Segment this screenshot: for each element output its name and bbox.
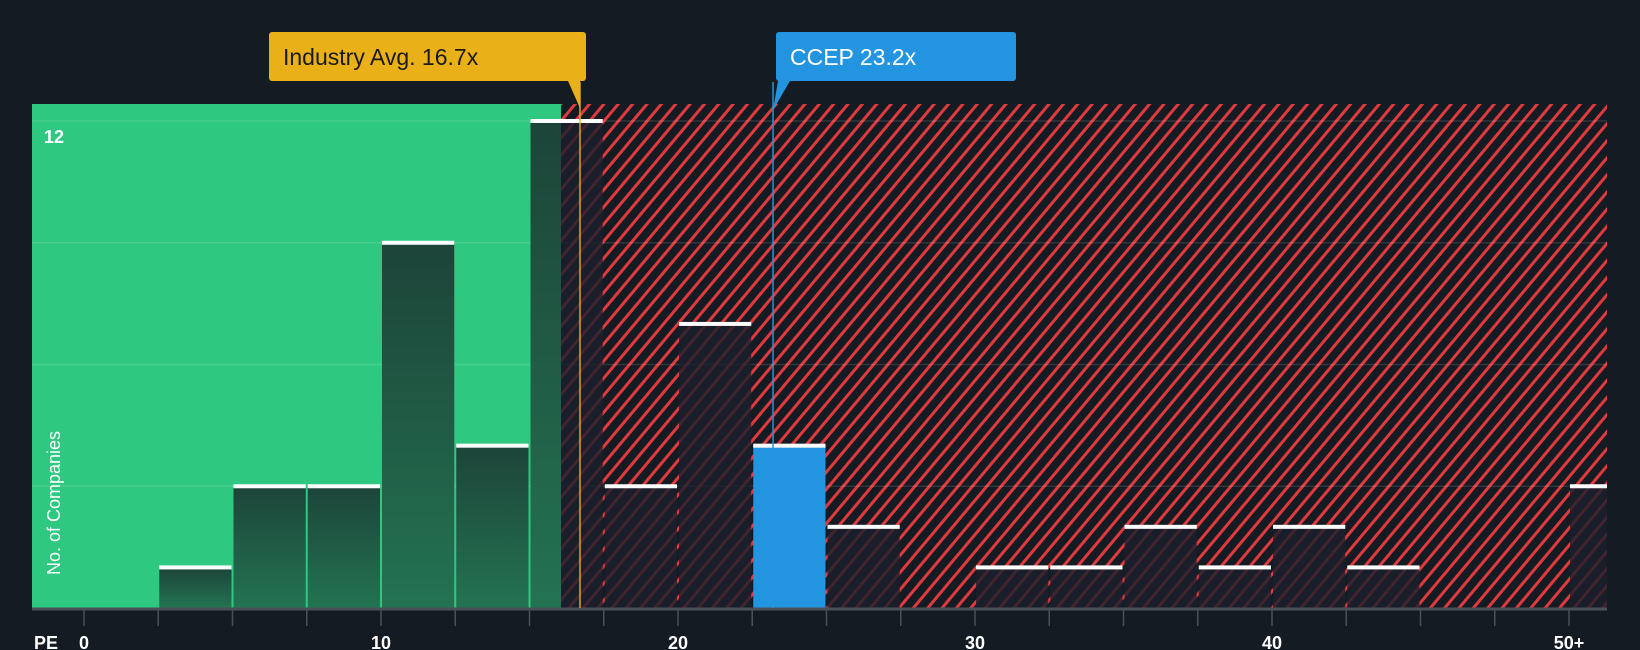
bar-cap: [1347, 565, 1420, 570]
bar: [1273, 526, 1346, 608]
bar-cap: [679, 321, 752, 326]
bar: [560, 121, 603, 608]
bar-cap: [456, 443, 529, 448]
bar: [1198, 567, 1271, 608]
y-axis-label: No. of Companies: [44, 431, 64, 575]
bar-cap: [159, 565, 232, 570]
bar: [159, 567, 232, 608]
bar: [976, 567, 1049, 608]
bar-cap: [753, 443, 826, 448]
bar: [382, 242, 455, 608]
bar: [604, 486, 677, 608]
y-tick-12: 12: [44, 127, 64, 147]
bar-cap: [530, 119, 603, 123]
bar-cap: [1124, 524, 1197, 529]
bar: [233, 486, 306, 608]
bar: [1124, 526, 1197, 608]
industry-average-label: Industry Avg. 16.7x: [283, 44, 479, 70]
x-tick-label: 50+: [1554, 633, 1585, 650]
bar-cap: [1050, 565, 1123, 570]
bar-cap: [382, 240, 455, 245]
bar: [456, 445, 529, 608]
annotation-box: [269, 32, 586, 81]
bar-cap: [233, 484, 306, 489]
bar: [530, 121, 561, 608]
bar-cap: [604, 484, 677, 489]
bar: [827, 526, 900, 608]
x-tick-label: 40: [1262, 633, 1282, 650]
bar-cap: [1570, 484, 1607, 489]
bar-cap: [1273, 524, 1346, 529]
bar: [1570, 486, 1607, 608]
annotation-box: [776, 32, 1016, 81]
bar-cap: [1198, 565, 1271, 570]
x-tick-label: 0: [79, 633, 89, 650]
bar: [679, 323, 752, 608]
company-pe-label: CCEP 23.2x: [790, 44, 917, 70]
bar: [1050, 567, 1123, 608]
bar: [307, 486, 380, 608]
x-tick-label: 30: [965, 633, 985, 650]
annotation-pointer: [773, 81, 790, 110]
x-tick-label: 10: [371, 633, 391, 650]
bar-cap: [827, 524, 900, 529]
annotation-pointer: [568, 81, 580, 108]
x-axis-label: PE: [34, 633, 58, 650]
x-tick-label: 20: [668, 633, 688, 650]
bar-highlight: [753, 445, 826, 608]
bar: [1347, 567, 1420, 608]
bar-cap: [307, 484, 380, 489]
bar-cap: [976, 565, 1049, 570]
